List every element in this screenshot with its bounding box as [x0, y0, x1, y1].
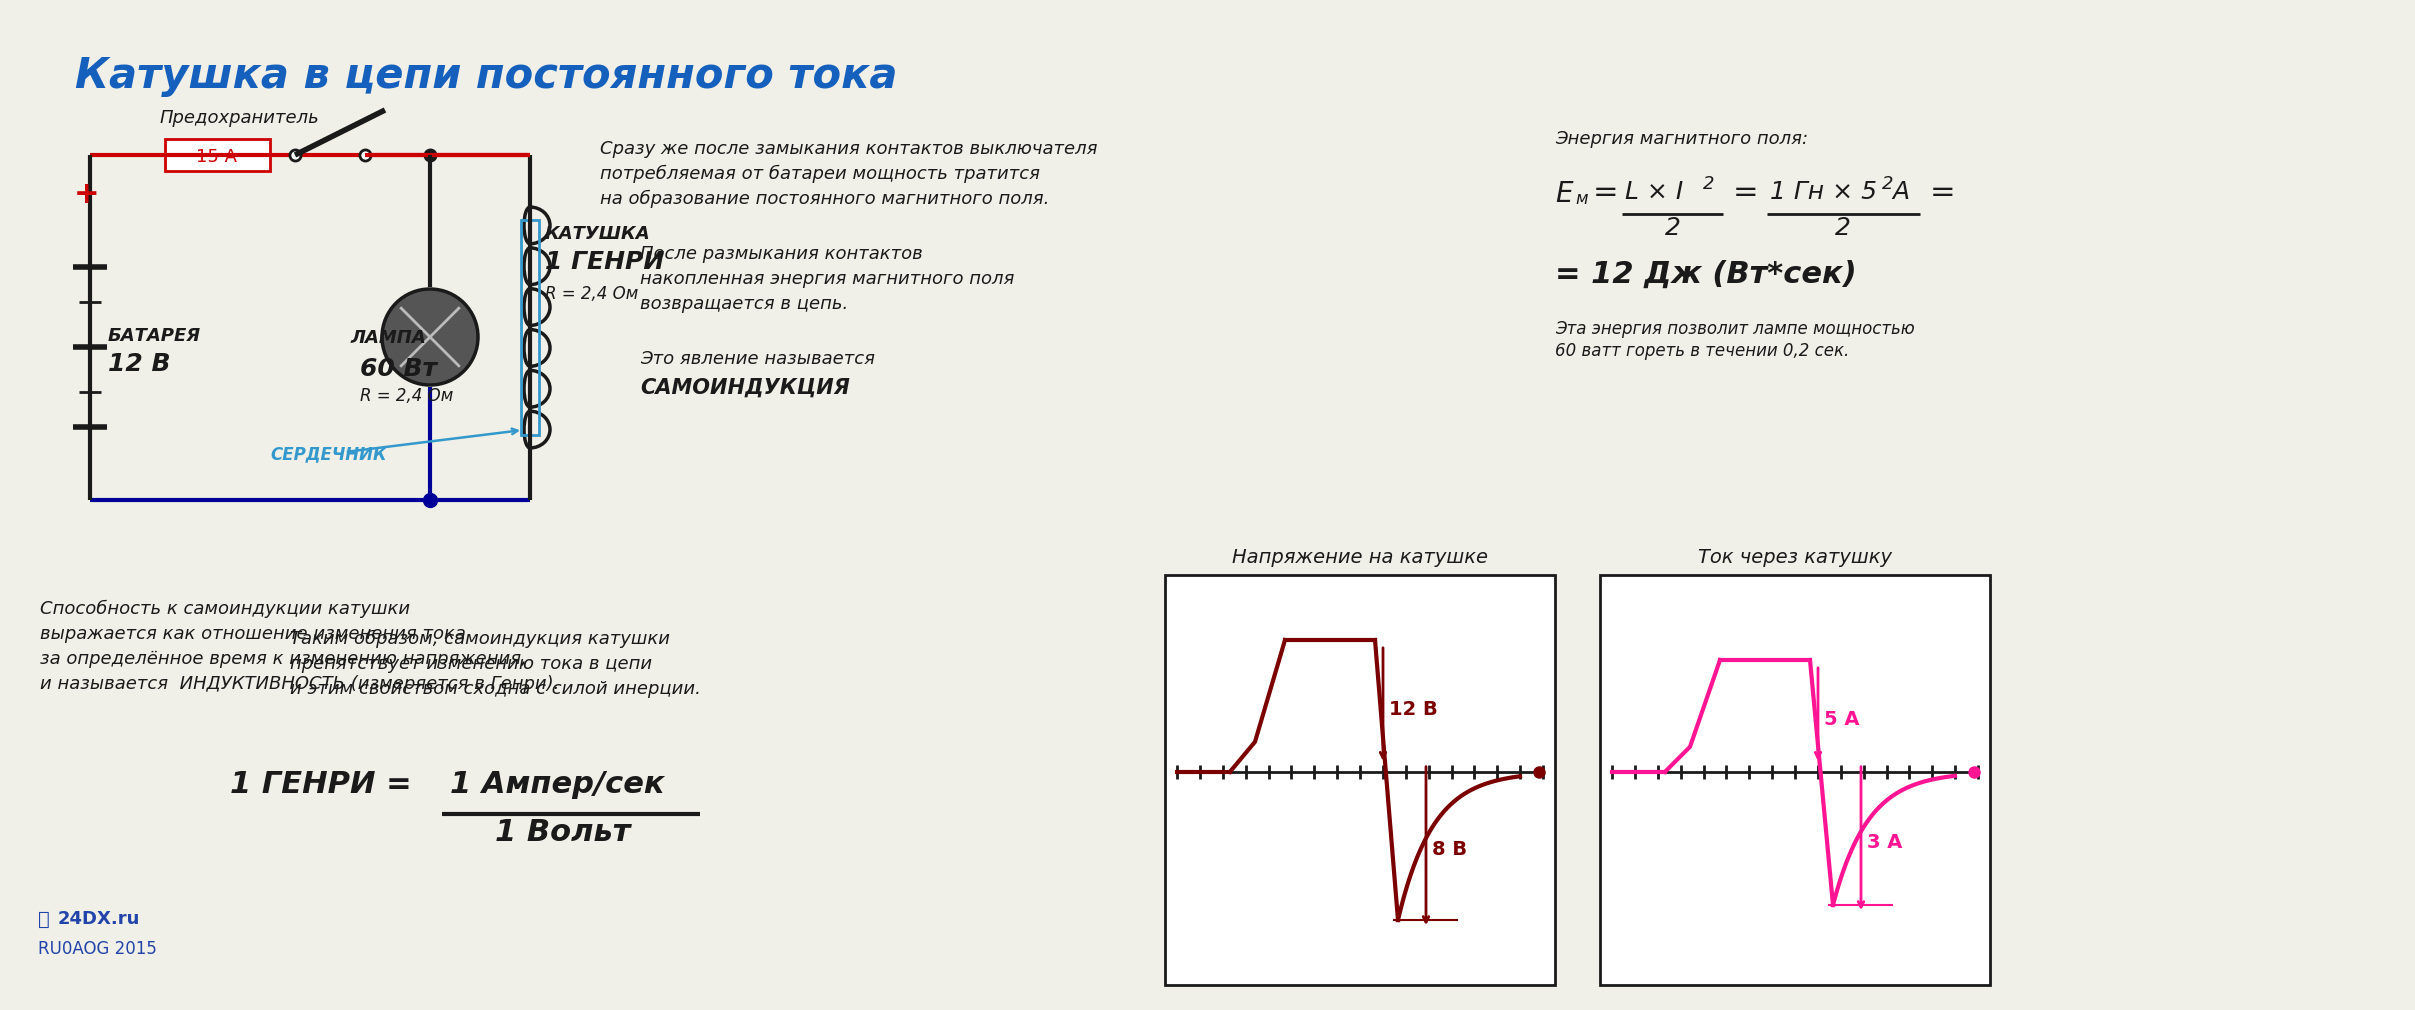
Text: 1 Ампер/сек: 1 Ампер/сек [449, 770, 664, 799]
Text: =: = [1930, 178, 1956, 207]
Bar [164, 139, 270, 171]
Text: 🌐: 🌐 [39, 910, 51, 929]
Text: Ток через катушку: Ток через катушку [1698, 548, 1891, 567]
Text: 24DX.ru: 24DX.ru [58, 910, 140, 928]
Text: =: = [1734, 178, 1758, 207]
Text: 8 В: 8 В [1432, 840, 1468, 858]
Text: Предохранитель: Предохранитель [159, 109, 319, 127]
Text: 15 А: 15 А [196, 148, 237, 166]
Text: САМОИНДУКЦИЯ: САМОИНДУКЦИЯ [640, 378, 850, 398]
Text: 12 В: 12 В [1389, 700, 1437, 719]
Text: Способность к самоиндукции катушки: Способность к самоиндукции катушки [41, 600, 411, 618]
Bar [522, 220, 539, 435]
Text: 12 В: 12 В [109, 352, 171, 376]
Text: 2: 2 [1881, 175, 1893, 193]
Text: 60 Вт: 60 Вт [360, 357, 437, 381]
Text: Напряжение на катушке: Напряжение на катушке [1232, 548, 1488, 567]
Text: и называется  ИНДУКТИВНОСТЬ (измеряется в Генри).: и называется ИНДУКТИВНОСТЬ (измеряется в… [41, 675, 560, 693]
Text: Таким образом, самоиндукция катушки: Таким образом, самоиндукция катушки [290, 630, 669, 648]
Text: 1 ГЕНРИ: 1 ГЕНРИ [546, 250, 664, 274]
Text: Катушка в цепи постоянного тока: Катушка в цепи постоянного тока [75, 55, 898, 97]
Text: возвращается в цепь.: возвращается в цепь. [640, 295, 848, 313]
Text: R = 2,4 Ом: R = 2,4 Ом [546, 285, 638, 303]
Text: Энергия магнитного поля:: Энергия магнитного поля: [1555, 130, 1809, 148]
Text: 60 ватт гореть в течении 0,2 сек.: 60 ватт гореть в течении 0,2 сек. [1555, 342, 1850, 360]
Text: +: + [75, 180, 99, 209]
Text: БАТАРЕЯ: БАТАРЕЯ [109, 327, 200, 345]
Text: E: E [1555, 180, 1572, 208]
Text: 1 ГЕНРИ =: 1 ГЕНРИ = [229, 770, 423, 799]
Text: 3 А: 3 А [1867, 833, 1903, 852]
Text: А: А [1891, 180, 1910, 204]
Text: за определённое время к изменению напряжения,: за определённое время к изменению напряж… [41, 650, 526, 668]
Text: R = 2,4 Ом: R = 2,4 Ом [360, 387, 454, 405]
Circle shape [382, 289, 478, 385]
Text: 1 Гн × 5: 1 Гн × 5 [1770, 180, 1876, 204]
Text: 5 А: 5 А [1823, 710, 1860, 729]
Text: 2: 2 [1703, 175, 1715, 193]
Text: Это явление называется: Это явление называется [640, 350, 874, 368]
Text: накопленная энергия магнитного поля: накопленная энергия магнитного поля [640, 270, 1014, 288]
Text: =: = [1594, 178, 1618, 207]
Text: 2: 2 [1835, 216, 1850, 240]
Text: КАТУШКА: КАТУШКА [546, 225, 650, 243]
Text: на образование постоянного магнитного поля.: на образование постоянного магнитного по… [599, 190, 1051, 208]
Text: и этим свойством сходна с силой инерции.: и этим свойством сходна с силой инерции. [290, 680, 700, 698]
Text: СЕРДЕЧНИК: СЕРДЕЧНИК [270, 445, 386, 463]
Text: выражается как отношение изменения тока: выражается как отношение изменения тока [41, 625, 466, 643]
Text: ЛАМПА: ЛАМПА [350, 329, 425, 347]
Text: потребляемая от батареи мощность тратится: потребляемая от батареи мощность тратитс… [599, 165, 1041, 183]
Text: 2: 2 [1664, 216, 1681, 240]
Text: Эта энергия позволит лампе мощностью: Эта энергия позволит лампе мощностью [1555, 320, 1915, 338]
Text: После размыкания контактов: После размыкания контактов [640, 245, 923, 263]
Text: RU0AOG 2015: RU0AOG 2015 [39, 940, 157, 958]
Bar [1601, 575, 1990, 985]
Text: м: м [1575, 190, 1587, 208]
Text: Сразу же после замыкания контактов выключателя: Сразу же после замыкания контактов выклю… [599, 140, 1096, 158]
Bar [1164, 575, 1555, 985]
Text: = 12 Дж (Вт*сек): = 12 Дж (Вт*сек) [1555, 260, 1857, 289]
Text: препятствует изменению тока в цепи: препятствует изменению тока в цепи [290, 655, 652, 673]
Text: 1 Вольт: 1 Вольт [495, 818, 630, 847]
Text: L × I: L × I [1625, 180, 1683, 204]
